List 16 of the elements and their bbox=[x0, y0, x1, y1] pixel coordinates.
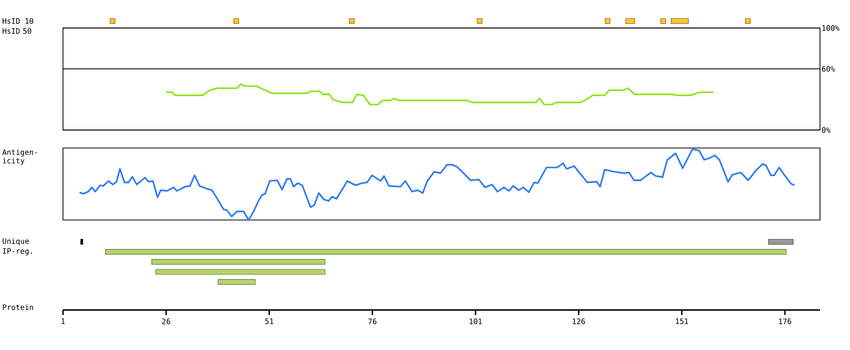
bar bbox=[105, 248, 786, 255]
bar bbox=[768, 238, 794, 245]
bar bbox=[670, 18, 689, 24]
bar bbox=[218, 279, 256, 285]
bar bbox=[476, 18, 482, 24]
bar bbox=[233, 18, 240, 24]
bar bbox=[156, 269, 326, 275]
bar bbox=[604, 18, 610, 24]
line-series bbox=[164, 83, 714, 106]
bar bbox=[80, 238, 84, 245]
bar bbox=[745, 18, 751, 24]
bar bbox=[625, 18, 636, 24]
bar bbox=[660, 18, 666, 24]
bar bbox=[349, 18, 355, 24]
bar bbox=[151, 259, 326, 265]
bar bbox=[110, 18, 116, 24]
